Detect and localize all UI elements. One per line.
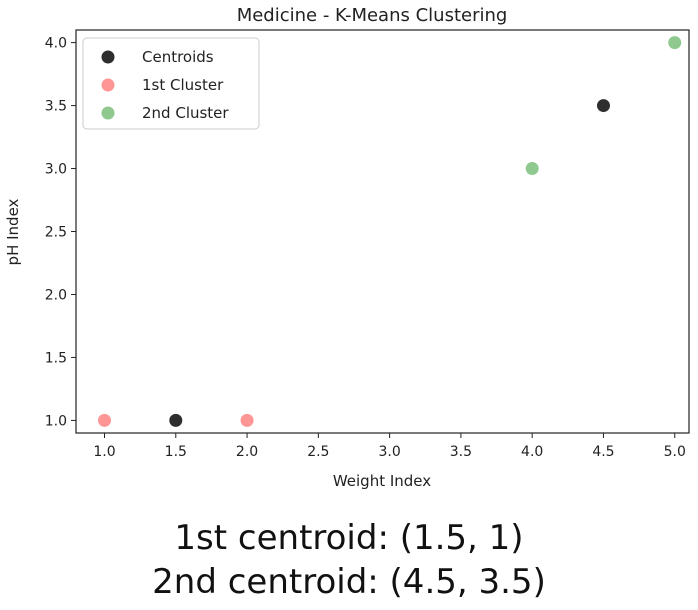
x-tick-label: 1.0 — [93, 444, 115, 460]
data-point — [596, 99, 610, 113]
x-tick-label: 3.5 — [450, 444, 472, 460]
legend-box — [82, 37, 260, 130]
y-axis: 1.0 1.5 2.0 2.5 3.0 3.5 4.0 — [45, 36, 76, 429]
data-point — [98, 413, 112, 427]
legend-marker — [101, 106, 115, 120]
y-tick-label: 1.5 — [45, 350, 67, 366]
x-tick-label: 3.0 — [378, 444, 400, 460]
x-tick-label: 2.0 — [236, 444, 258, 460]
data-points — [98, 36, 682, 427]
x-axis-label: Weight Index — [333, 472, 431, 490]
x-tick-label: 4.5 — [592, 444, 614, 460]
legend-label: 2nd Cluster — [142, 104, 229, 122]
scatter-chart: Medicine - K-Means Clustering 1.0 1.5 2.0 2… — [4, 5, 690, 490]
x-tick-label: 4.0 — [521, 444, 543, 460]
data-point — [240, 413, 254, 427]
y-axis-label: pH Index — [4, 198, 22, 265]
x-tick-label: 1.5 — [165, 444, 187, 460]
y-tick-label: 3.0 — [45, 162, 67, 178]
y-tick-label: 3.5 — [45, 99, 67, 115]
legend-label: Centroids — [142, 48, 214, 66]
x-tick-label: 5.0 — [664, 444, 686, 460]
x-tick-label: 2.5 — [307, 444, 329, 460]
centroid-2-caption: 2nd centroid: (4.5, 3.5) — [152, 562, 546, 602]
data-point — [525, 162, 539, 176]
x-axis: 1.0 1.5 2.0 2.5 3.0 3.5 4.0 4.5 5.0 — [93, 433, 686, 460]
legend: Centroids 1st Cluster 2nd Cluster — [82, 37, 260, 130]
data-point — [169, 413, 183, 427]
legend-marker — [101, 78, 115, 92]
y-tick-label: 2.0 — [45, 287, 67, 303]
centroid-1-caption: 1st centroid: (1.5, 1) — [174, 518, 524, 558]
data-point — [668, 36, 682, 50]
legend-label: 1st Cluster — [142, 76, 224, 94]
chart-title: Medicine - K-Means Clustering — [237, 5, 508, 26]
y-tick-label: 2.5 — [45, 225, 67, 241]
legend-marker — [101, 50, 115, 64]
y-tick-label: 4.0 — [45, 36, 67, 52]
y-tick-label: 1.0 — [45, 413, 67, 429]
